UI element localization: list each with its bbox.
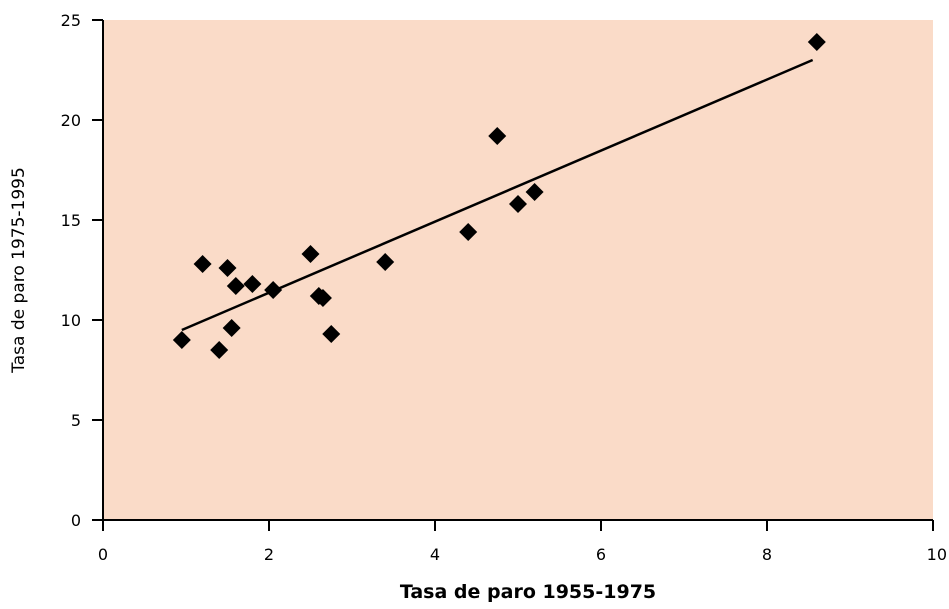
x-tick-label: 4 bbox=[430, 545, 440, 564]
data-point bbox=[488, 127, 507, 145]
y-tick-label: 15 bbox=[61, 211, 81, 230]
x-tick-label: 0 bbox=[98, 545, 108, 564]
x-tick-label: 2 bbox=[264, 545, 274, 564]
x-tick-label: 8 bbox=[762, 545, 772, 564]
data-points bbox=[172, 33, 826, 359]
data-point bbox=[264, 281, 283, 299]
plot-area bbox=[103, 20, 933, 520]
x-axis-title: Tasa de paro 1955-1975 bbox=[400, 581, 656, 603]
data-point bbox=[243, 275, 262, 293]
data-point bbox=[301, 245, 320, 263]
data-point bbox=[376, 253, 395, 271]
y-tick-label: 25 bbox=[61, 11, 81, 30]
y-axis: 0 5 10 15 20 25 bbox=[61, 11, 104, 530]
data-point bbox=[322, 325, 341, 343]
data-point bbox=[459, 223, 478, 241]
data-point bbox=[210, 341, 229, 359]
data-point bbox=[172, 331, 191, 349]
data-point bbox=[218, 259, 237, 277]
y-tick-label: 0 bbox=[71, 511, 81, 530]
data-point bbox=[807, 33, 826, 51]
data-point bbox=[222, 319, 241, 337]
trendline bbox=[181, 58, 814, 332]
x-tick-label: 10 bbox=[927, 545, 947, 564]
data-point bbox=[509, 195, 527, 213]
data-point bbox=[313, 289, 332, 307]
y-tick-label: 20 bbox=[61, 111, 81, 130]
x-tick-label: 6 bbox=[596, 545, 606, 564]
data-point bbox=[525, 183, 544, 201]
y-axis-title: Tasa de paro 1975-1995 bbox=[9, 167, 29, 374]
y-tick-label: 10 bbox=[61, 311, 81, 330]
data-point bbox=[193, 255, 212, 273]
y-tick-label: 5 bbox=[71, 411, 81, 430]
trendline-group bbox=[181, 58, 814, 332]
x-axis: 0 2 4 6 8 10 bbox=[98, 519, 947, 564]
data-point bbox=[226, 277, 245, 295]
